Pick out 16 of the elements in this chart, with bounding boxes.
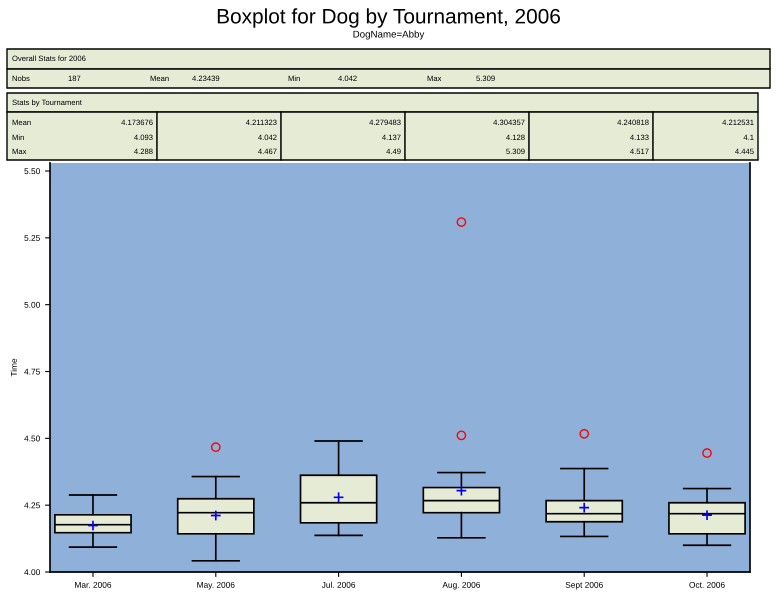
y-tick-label: 4.00 xyxy=(24,569,40,576)
x-tick-label: Oct. 2006 xyxy=(689,582,725,588)
x-tick-label: May. 2006 xyxy=(197,582,235,590)
y-tick-label: 5.00 xyxy=(24,302,40,308)
x-tick-label: Mar. 2006 xyxy=(75,582,112,588)
x-tick-label: Jul. 2006 xyxy=(322,582,356,588)
x-tick-label: Aug. 2006 xyxy=(442,582,480,590)
x-tick-label: Sept 2006 xyxy=(566,582,603,590)
y-tick-label: 4.75 xyxy=(24,368,40,375)
chart-title: Boxplot for Dog by Tournament, 2006 xyxy=(218,8,560,28)
y-axis-title: Time xyxy=(10,358,17,376)
y-tick-label: 5.25 xyxy=(24,235,40,241)
y-tick-label: 5.50 xyxy=(24,168,40,174)
y-tick-label: 4.50 xyxy=(24,436,40,442)
y-tick-label: 4.25 xyxy=(24,502,40,508)
chart-subtitle: DogName=Abby xyxy=(353,30,424,40)
